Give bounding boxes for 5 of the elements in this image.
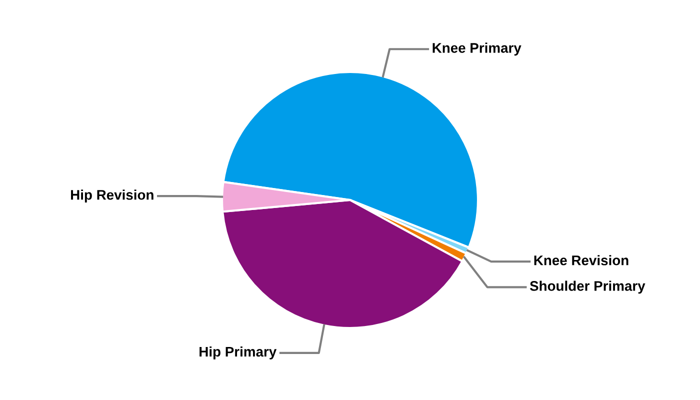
slice-label: Hip Primary (200, 346, 277, 360)
slice-label: Shoulder Primary (530, 280, 646, 294)
slice-label: Knee Primary (432, 42, 522, 56)
slice-label: Hip Revision (71, 190, 154, 203)
slice-label: Knee Revision (534, 255, 628, 266)
